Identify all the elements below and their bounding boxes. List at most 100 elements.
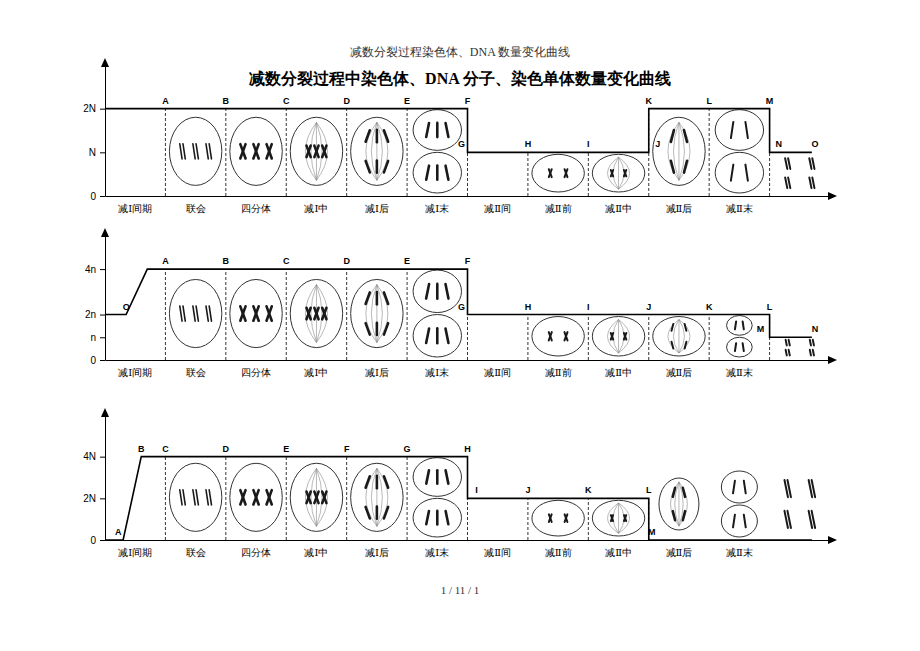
spindle <box>668 320 679 354</box>
point-label: K <box>585 485 592 495</box>
chromosome <box>733 515 735 528</box>
x-tick-label: 减Ⅰ后 <box>365 203 389 214</box>
chromosome <box>376 323 379 335</box>
x-tick-label: 减Ⅱ末 <box>726 367 753 378</box>
cell <box>290 279 342 347</box>
y-axis-line <box>105 416 106 541</box>
chromosome <box>445 328 448 343</box>
cell-illustration <box>230 117 282 185</box>
x-tick: 四分体 <box>241 203 271 214</box>
chromosome <box>322 308 326 320</box>
chromosome <box>673 488 675 497</box>
chromosome <box>789 350 790 356</box>
chromosome <box>685 324 687 331</box>
chromosome <box>788 158 790 169</box>
x-tick: 减Ⅱ中 <box>605 203 632 214</box>
point-label: G <box>458 139 465 149</box>
x-tick: 减Ⅱ后 <box>666 367 693 378</box>
spindle <box>619 320 630 354</box>
axis-arrow <box>828 192 837 200</box>
chromosome <box>426 511 429 524</box>
chromosome <box>196 490 198 505</box>
cell <box>715 110 763 151</box>
y-tick-mark <box>100 457 105 458</box>
spindle <box>613 157 619 189</box>
axis-arrow <box>101 408 109 417</box>
cell-illustration <box>592 317 644 356</box>
x-tick: 减Ⅰ末 <box>425 367 449 378</box>
phase-divider <box>225 269 226 360</box>
y-tick: 4N <box>83 451 105 462</box>
chromosome <box>549 169 552 177</box>
x-tick-label: 四分体 <box>241 547 271 558</box>
chromosome <box>809 177 811 188</box>
chromosome <box>240 490 245 504</box>
x-tick: 减Ⅱ前 <box>545 203 572 214</box>
x-axis: 减Ⅰ间期联会四分体减Ⅰ中减Ⅰ后减Ⅰ末减Ⅱ间减Ⅱ前减Ⅱ中减Ⅱ后减Ⅱ末 <box>106 541 831 559</box>
cell <box>413 458 461 497</box>
chromosome <box>366 507 370 519</box>
x-tick: 减Ⅱ末 <box>726 203 753 214</box>
chromosome <box>253 144 258 158</box>
point-label: K <box>646 96 653 106</box>
x-tick-label: 减Ⅱ间 <box>484 367 511 378</box>
chromosome <box>209 490 211 505</box>
point-label: M <box>766 96 774 106</box>
x-tick-label: 减Ⅰ末 <box>425 547 449 558</box>
y-tick-label: 2N <box>83 103 96 114</box>
y-tick-label: n <box>90 332 96 343</box>
chromosome <box>193 144 195 159</box>
chromosome <box>426 284 429 299</box>
x-tick-label: 减Ⅱ间 <box>484 547 511 558</box>
y-tick-label: N <box>89 147 96 158</box>
chromosome <box>314 308 318 320</box>
chromosome <box>611 170 613 176</box>
spindle <box>679 482 687 526</box>
chromosome <box>611 170 613 176</box>
chromosome <box>445 284 448 299</box>
chromosome <box>314 146 318 158</box>
point-label: F <box>344 444 350 454</box>
x-tick: 减Ⅱ中 <box>605 367 632 378</box>
phase-divider <box>588 498 589 540</box>
cell-illustration <box>351 279 403 347</box>
chromosome <box>366 130 370 142</box>
cell-illustration <box>169 117 221 185</box>
cell <box>532 317 584 356</box>
phase-divider <box>165 109 166 196</box>
chromosome <box>183 306 185 321</box>
plot-area <box>105 269 812 337</box>
x-tick-label: 减Ⅱ间 <box>484 203 511 214</box>
chromosome <box>240 490 245 504</box>
chromosome <box>673 511 675 520</box>
phase-divider <box>709 315 710 360</box>
chromosome <box>206 144 208 159</box>
spindle <box>376 122 377 180</box>
x-tick-label: 减Ⅱ中 <box>605 367 632 378</box>
cell <box>413 270 461 312</box>
x-tick-label: 减Ⅰ间期 <box>118 547 152 558</box>
y-tick-mark <box>100 152 105 153</box>
chromosome <box>322 492 326 504</box>
point-label: C <box>283 96 290 106</box>
chromosome <box>683 511 685 520</box>
spindle <box>679 122 690 180</box>
phase-divider <box>346 109 347 196</box>
chromosome <box>376 507 379 519</box>
chromosome <box>253 306 258 320</box>
chromosome <box>685 342 687 349</box>
axis-arrow <box>828 536 837 544</box>
cell-illustration <box>653 317 705 356</box>
cell <box>592 154 644 192</box>
phase-divider <box>648 315 649 360</box>
chromosome <box>314 492 318 504</box>
chromosome <box>322 492 326 504</box>
chromosome <box>786 350 787 356</box>
chromosome <box>267 144 272 158</box>
cell-illustration <box>532 317 584 356</box>
chromosome <box>240 306 245 320</box>
y-tick-label: 2n <box>85 309 96 320</box>
x-tick-label: 联会 <box>186 367 206 378</box>
x-tick: 减Ⅱ末 <box>726 547 753 558</box>
x-tick-label: 减Ⅰ末 <box>425 367 449 378</box>
